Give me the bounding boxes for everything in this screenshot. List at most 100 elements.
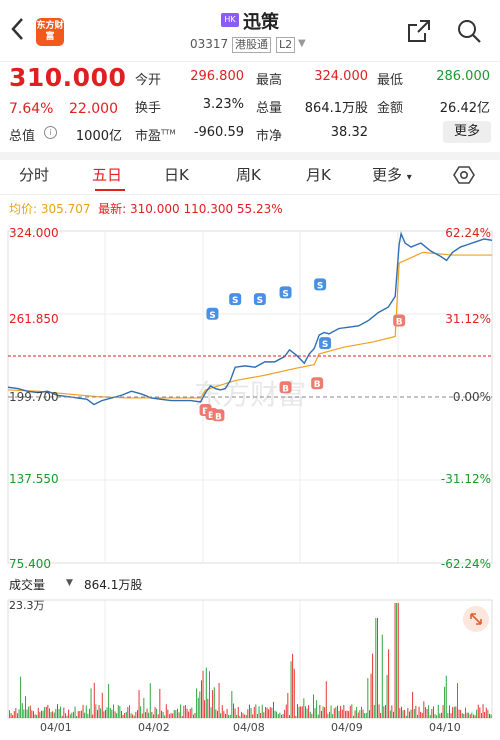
volume-bar: [37, 707, 39, 718]
volume-bar: [265, 706, 266, 718]
volume-bar: [335, 707, 337, 718]
buy-signal[interactable]: B: [212, 409, 225, 422]
volume-bar: [84, 712, 86, 718]
volume-bar: [111, 709, 113, 718]
tab-daily-k[interactable]: 日K: [164, 166, 189, 184]
chevron-down-icon[interactable]: ▼: [298, 38, 306, 49]
volume-bar: [164, 715, 166, 718]
volume-bar: [237, 707, 239, 718]
buy-signal[interactable]: B: [393, 314, 406, 327]
volume-bar: [297, 704, 298, 718]
buy-signal[interactable]: B: [279, 381, 292, 394]
volume-bar: [407, 707, 409, 718]
volume-bar: [421, 712, 423, 718]
volume-max-label: 23.3万: [9, 599, 45, 612]
volume-bar: [183, 705, 185, 718]
volume-bar: [245, 714, 247, 718]
gear-icon[interactable]: [453, 164, 475, 186]
volume-bar: [159, 688, 161, 718]
signal-label: B: [208, 411, 215, 421]
volume-bar: [381, 634, 383, 718]
volume-bar: [418, 706, 420, 718]
volume-bar: [466, 712, 468, 718]
tab-monthly-k[interactable]: 月K: [306, 166, 331, 184]
volume-bar: [317, 714, 319, 718]
low-value: 286.000: [436, 69, 490, 84]
volume-bar: [477, 704, 479, 718]
volume-bar: [332, 714, 334, 718]
volume-bar: [133, 715, 135, 718]
market-tag: 港股通: [232, 37, 271, 53]
volume-bar: [156, 708, 158, 718]
volume-bar: [354, 710, 356, 718]
share-icon[interactable]: [406, 18, 432, 44]
level-tag[interactable]: L2: [276, 37, 296, 53]
signal-label: B: [282, 384, 289, 394]
last-price: 310.000: [9, 63, 127, 92]
back-icon[interactable]: [8, 14, 36, 48]
latest-price-label: 最新:: [98, 202, 127, 216]
volume-bar: [425, 707, 426, 718]
volume-bar: [257, 713, 258, 718]
y-axis-labels: 324.000 261.850 199.700 137.550 75.400 62.24%…: [9, 226, 491, 571]
volume-bar: [60, 706, 62, 718]
volume-bar: [452, 707, 454, 718]
tab-intraday[interactable]: 分时: [19, 166, 50, 184]
volume-bar: [65, 713, 66, 718]
volume-bar: [260, 713, 262, 718]
volume-bar: [42, 710, 44, 718]
expand-icon[interactable]: [463, 606, 489, 632]
tab-more[interactable]: 更多 ▾: [372, 166, 412, 184]
volume-bar: [281, 714, 282, 718]
sell-signal[interactable]: S: [253, 293, 266, 306]
chevron-down-icon[interactable]: ▼: [66, 578, 73, 588]
volume-bar: [207, 698, 209, 718]
volume-bar: [380, 713, 382, 718]
more-button[interactable]: 更多: [443, 121, 491, 143]
volume-bar: [148, 712, 150, 718]
volume-bar: [57, 704, 58, 718]
volume-bar: [178, 712, 180, 718]
volume-bar: [93, 682, 95, 718]
info-icon[interactable]: i: [44, 126, 57, 139]
top-bar: 东方财富 HK 迅策 03317 港股通 L2 ▼: [0, 0, 500, 60]
volume-bar: [172, 713, 174, 718]
volume-bar: [249, 704, 250, 718]
volume-bar: [465, 707, 466, 718]
volume-bar: [233, 703, 234, 718]
volume-bar: [415, 705, 417, 718]
search-icon[interactable]: [456, 18, 482, 44]
app-logo: 东方财富: [36, 18, 64, 46]
volume-bar: [202, 670, 204, 718]
volume-bar: [274, 710, 276, 718]
volume-bar: [341, 709, 343, 718]
volume-bar: [330, 705, 332, 718]
tab-five-day[interactable]: 五日: [92, 166, 123, 184]
turnover-value: 3.23%: [202, 97, 244, 112]
volume-bar: [473, 714, 474, 718]
five-day-chart[interactable]: 东方财富 BBBSSSSBBSSB 324.000261.850199.7001…: [0, 218, 500, 740]
volume-bar: [300, 706, 302, 718]
sell-signal[interactable]: S: [279, 286, 292, 299]
trade-signals: BBBSSSSBBSSB: [199, 278, 406, 422]
sell-signal[interactable]: S: [206, 307, 219, 321]
volume-bar: [76, 715, 78, 718]
signal-label: B: [215, 412, 222, 422]
volume-bar: [39, 712, 41, 718]
tab-weekly-k[interactable]: 周K: [236, 166, 261, 184]
volume-bar: [351, 704, 353, 718]
volume-bar: [218, 683, 220, 718]
volume-bar: [252, 714, 254, 718]
x-axis-label: 04/10: [429, 721, 461, 734]
sell-signal[interactable]: S: [229, 293, 242, 306]
indicator-selector[interactable]: 成交量: [9, 578, 46, 592]
volume-bar: [306, 708, 308, 718]
buy-signal[interactable]: B: [311, 377, 324, 390]
volume-bar: [210, 707, 212, 718]
volume-bar: [49, 708, 50, 718]
sell-signal[interactable]: S: [319, 337, 332, 350]
volume-bar: [220, 713, 222, 718]
stock-name: 迅策: [243, 12, 279, 33]
sell-signal[interactable]: S: [314, 278, 327, 291]
volume-bar: [113, 704, 114, 718]
